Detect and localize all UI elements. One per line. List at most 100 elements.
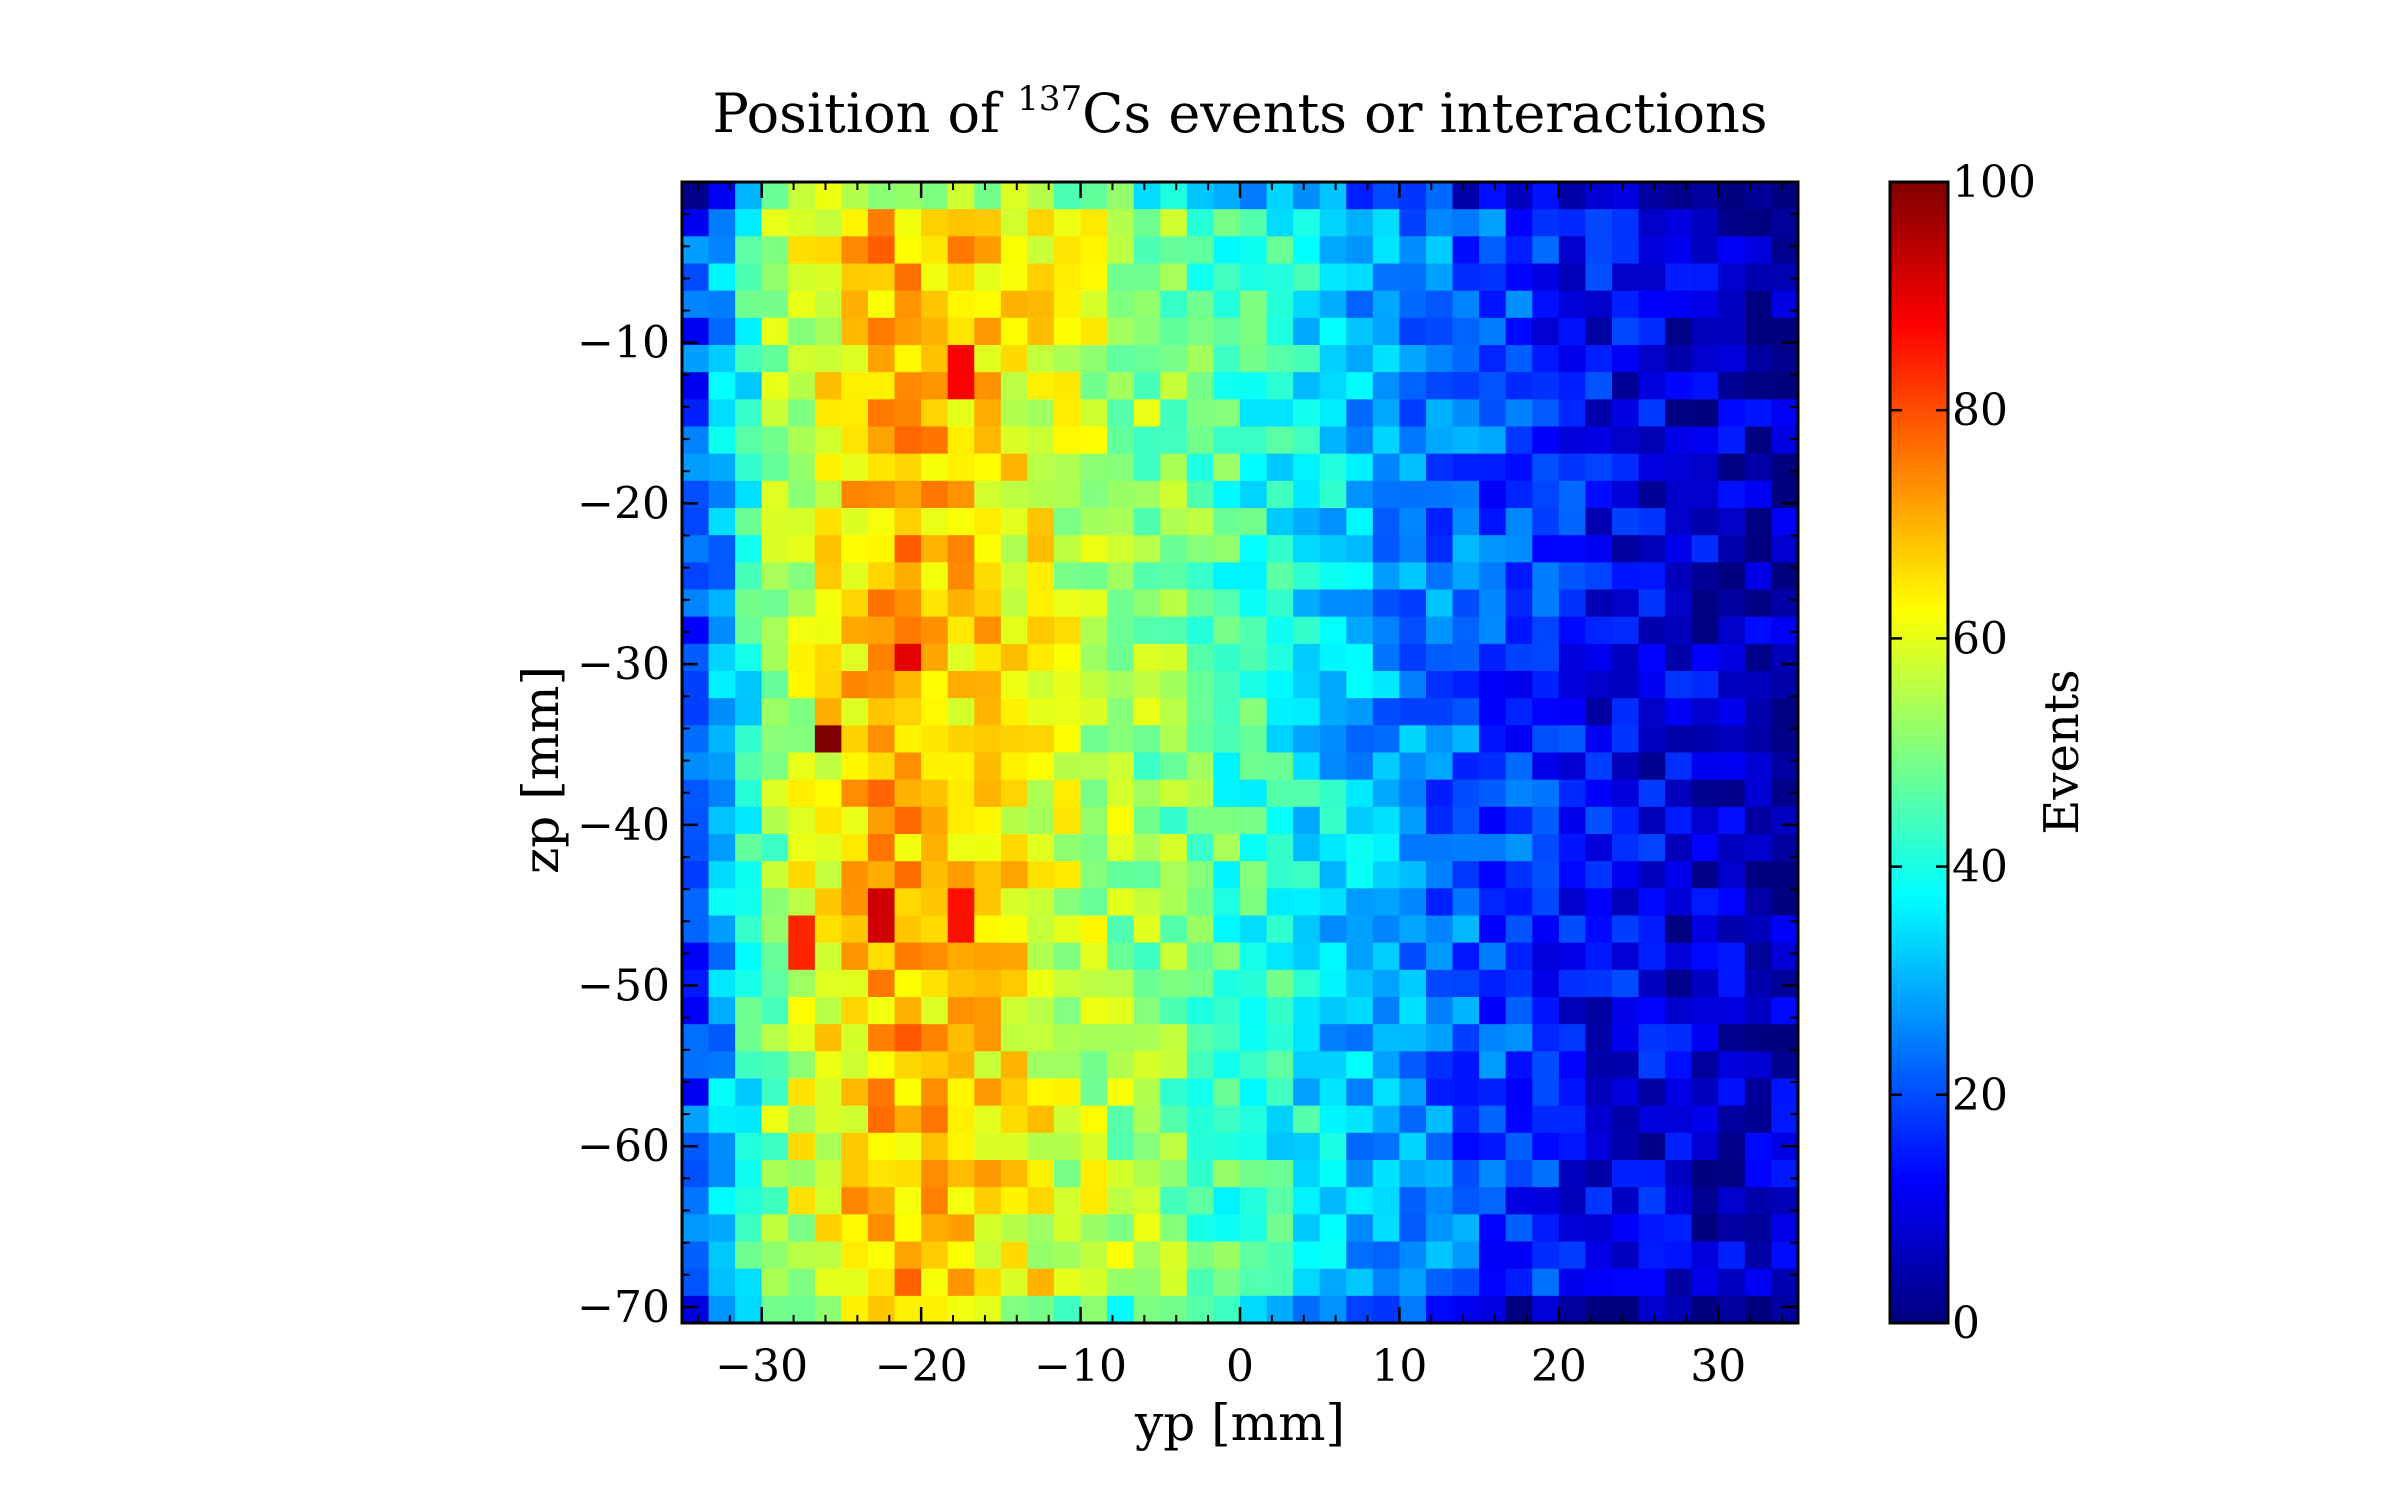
heatmap-cell — [1452, 426, 1480, 455]
heatmap-cell — [814, 779, 843, 808]
heatmap-cell — [1319, 317, 1347, 346]
heatmap-cell — [868, 372, 896, 400]
heatmap-cell — [1027, 806, 1055, 835]
heatmap-cell — [1266, 725, 1294, 754]
heatmap-cell — [1346, 1105, 1374, 1134]
heatmap-cell — [1744, 317, 1773, 346]
heatmap-cell — [1638, 1105, 1666, 1134]
heatmap-cell — [1293, 1160, 1321, 1188]
heatmap-cell — [1612, 643, 1640, 672]
heatmap-cell — [1133, 698, 1161, 726]
heatmap-cell — [1585, 399, 1613, 428]
heatmap-cell — [1027, 426, 1055, 455]
heatmap-cell — [1372, 1024, 1401, 1052]
heatmap-cell — [1718, 263, 1746, 292]
heatmap-cell — [1505, 345, 1533, 373]
heatmap-cell — [788, 453, 816, 482]
heatmap-cell — [1240, 1051, 1268, 1080]
heatmap-cell — [974, 671, 1002, 699]
heatmap-cell — [1691, 236, 1719, 265]
heatmap-cell — [1771, 453, 1799, 482]
heatmap-cell — [1319, 698, 1347, 726]
heatmap-cell — [682, 317, 710, 346]
heatmap-cell — [1133, 861, 1161, 889]
heatmap-cell — [1346, 1187, 1374, 1215]
heatmap-cell — [974, 236, 1002, 265]
heatmap-cell — [1160, 671, 1188, 699]
heatmap-cell — [1399, 1078, 1427, 1107]
heatmap-cell — [1585, 236, 1613, 265]
heatmap-cell — [1319, 888, 1347, 917]
heatmap-cell — [1532, 834, 1560, 862]
heatmap-cell — [1186, 752, 1215, 781]
heatmap-cell — [814, 453, 843, 482]
heatmap-cell — [841, 1295, 869, 1324]
heatmap-cell — [1691, 888, 1719, 917]
heatmap-cell — [1080, 1105, 1108, 1134]
heatmap-cell — [1744, 345, 1773, 373]
x-tick-label: −20 — [875, 1341, 968, 1392]
heatmap-cell — [1452, 643, 1480, 672]
heatmap-cell — [1558, 888, 1587, 917]
heatmap-cell — [1452, 997, 1480, 1025]
heatmap-cell — [894, 562, 922, 591]
heatmap-cell — [1771, 725, 1799, 754]
heatmap-cell — [1293, 725, 1321, 754]
heatmap-cell — [1319, 589, 1347, 618]
heatmap-cell — [1000, 426, 1029, 455]
heatmap-cell — [1000, 1160, 1029, 1188]
heatmap-cell — [1133, 671, 1161, 699]
heatmap-cell — [1240, 1268, 1268, 1297]
heatmap-cell — [947, 752, 975, 781]
heatmap-cell — [708, 480, 736, 509]
heatmap-cell — [1372, 317, 1401, 346]
heatmap-cell — [1452, 698, 1480, 726]
heatmap-cell — [1691, 209, 1719, 237]
heatmap-cell — [761, 290, 789, 319]
heatmap-cell — [761, 779, 789, 808]
heatmap-cell — [868, 806, 896, 835]
heatmap-cell — [1319, 779, 1347, 808]
heatmap-cell — [921, 1132, 949, 1161]
heatmap-cell — [841, 915, 869, 944]
heatmap-cell — [1107, 1187, 1135, 1215]
heatmap-cell — [1160, 562, 1188, 591]
heatmap-cell — [1532, 1160, 1560, 1188]
heatmap-cell — [1479, 834, 1507, 862]
heatmap-cell — [1160, 1024, 1188, 1052]
heatmap-cell — [1027, 317, 1055, 346]
heatmap-cell — [1691, 1187, 1719, 1215]
heatmap-cell — [974, 290, 1002, 319]
heatmap-cell — [1346, 480, 1374, 509]
heatmap-cell — [1558, 480, 1587, 509]
heatmap-cell — [1346, 317, 1374, 346]
heatmap-cell — [1426, 861, 1454, 889]
heatmap-cell — [841, 779, 869, 808]
heatmap-cell — [788, 1105, 816, 1134]
heatmap-cell — [947, 725, 975, 754]
heatmap-cell — [1054, 1105, 1082, 1134]
heatmap-cell — [1744, 997, 1773, 1025]
heatmap-cell — [1558, 317, 1587, 346]
heatmap-cell — [1372, 1105, 1401, 1134]
heatmap-cell — [921, 426, 949, 455]
heatmap-cell — [1452, 671, 1480, 699]
heatmap-cell — [735, 997, 763, 1025]
heatmap-cell — [1107, 317, 1135, 346]
heatmap-cell — [1000, 942, 1029, 971]
heatmap-cell — [1718, 345, 1746, 373]
heatmap-cell — [1080, 861, 1108, 889]
heatmap-cell — [1612, 589, 1640, 618]
heatmap-cell — [1771, 290, 1799, 319]
heatmap-cell — [1213, 508, 1241, 536]
heatmap-cell — [868, 1051, 896, 1080]
heatmap-cell — [1133, 915, 1161, 944]
heatmap-cell — [682, 806, 710, 835]
heatmap-cell — [814, 535, 843, 563]
heatmap-cell — [1133, 1187, 1161, 1215]
heatmap-cell — [1133, 942, 1161, 971]
heatmap-cell — [1505, 480, 1533, 509]
heatmap-cell — [1691, 997, 1719, 1025]
heatmap-cell — [1240, 1024, 1268, 1052]
heatmap-cell — [974, 1295, 1002, 1324]
